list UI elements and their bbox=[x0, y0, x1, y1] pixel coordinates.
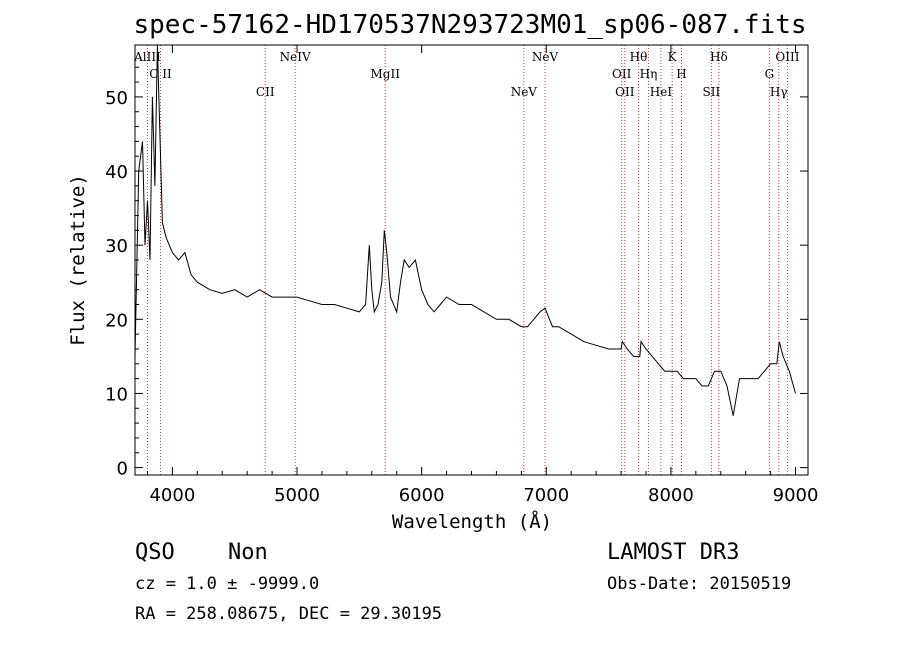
spectral-line-label: CII bbox=[256, 85, 275, 99]
spectral-line-label: OIII bbox=[775, 50, 799, 64]
spectral-line-label: Hθ bbox=[630, 50, 648, 64]
x-axis-label: Wavelength (Å) bbox=[392, 510, 552, 533]
spectral-line-label: MgII bbox=[371, 67, 401, 81]
object-subclass: Non bbox=[228, 540, 268, 565]
observation-date: Obs-Date: 20150519 bbox=[607, 574, 791, 594]
coordinates: RA = 258.08675, DEC = 29.30195 bbox=[135, 604, 442, 624]
y-tick-label: 50 bbox=[105, 88, 128, 109]
x-tick-label: 9000 bbox=[773, 485, 819, 506]
spectral-lines bbox=[146, 45, 788, 475]
spectral-line-labels: AlIII C II CII NeIV MgII NeV NeV OII OII Hθ Hη HeI K… bbox=[133, 50, 800, 99]
x-tick-label: 7000 bbox=[523, 485, 569, 506]
y-tick-label: 20 bbox=[105, 310, 128, 331]
spectral-line-label: NeV bbox=[532, 50, 559, 64]
spectral-line-label: NeV bbox=[511, 85, 538, 99]
x-tick-label: 4000 bbox=[149, 485, 195, 506]
spectral-line-label: SII bbox=[703, 85, 721, 99]
x-tick-label: 8000 bbox=[648, 485, 694, 506]
spectral-line-label: OII bbox=[612, 67, 632, 81]
y-tick-label: 40 bbox=[105, 162, 128, 183]
x-tick-label: 5000 bbox=[274, 485, 320, 506]
spectral-line-label: HeI bbox=[650, 85, 673, 99]
y-axis-ticks: 0 10 20 30 40 50 bbox=[105, 66, 808, 480]
y-tick-label: 30 bbox=[105, 236, 128, 257]
plot-frame bbox=[134, 44, 809, 476]
spectral-line-label: OII bbox=[615, 85, 635, 99]
spectral-line-label: K bbox=[668, 50, 678, 64]
spectral-line-label: NeIV bbox=[280, 50, 311, 64]
spectral-line-label: AlIII bbox=[133, 50, 161, 64]
chart-title: spec-57162-HD170537N293723M01_sp06-087.f… bbox=[133, 10, 806, 40]
spectrum-series-line bbox=[134, 44, 796, 416]
spectral-line-label: C II bbox=[149, 67, 172, 81]
object-class: QSO bbox=[135, 540, 175, 565]
spectral-line-label: G bbox=[765, 67, 775, 81]
survey-name: LAMOST DR3 bbox=[607, 540, 739, 565]
spectral-line-label: Hη bbox=[640, 67, 658, 81]
y-tick-label: 10 bbox=[105, 384, 128, 405]
spectral-line-label: Hγ bbox=[770, 85, 788, 99]
y-axis-label: Flux (relative) bbox=[67, 174, 89, 346]
x-tick-label: 6000 bbox=[399, 485, 445, 506]
y-tick-label: 0 bbox=[117, 459, 128, 480]
spectral-line-label: Hδ bbox=[710, 50, 728, 64]
redshift-cz: cz = 1.0 ± -9999.0 bbox=[135, 574, 319, 594]
x-axis-ticks: 4000 5000 6000 7000 8000 9000 bbox=[146, 45, 819, 506]
spectral-line-label: H bbox=[676, 67, 686, 81]
